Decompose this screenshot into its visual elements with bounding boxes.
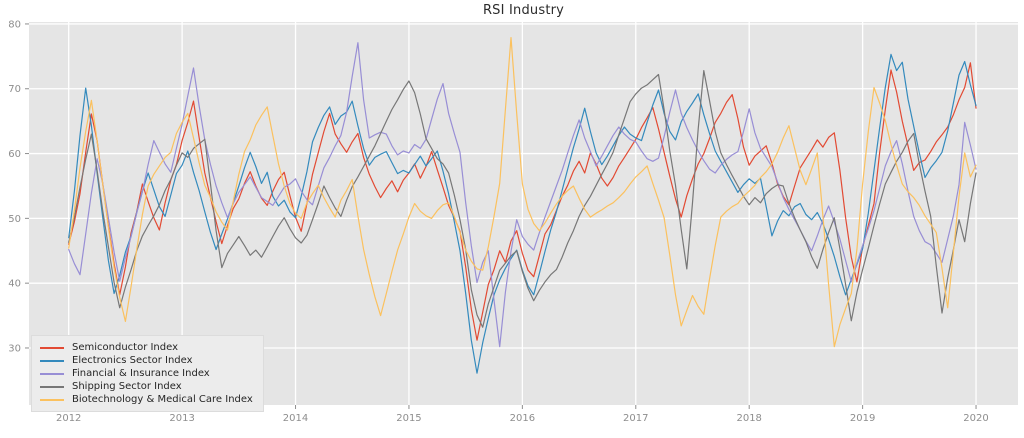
legend-item: Shipping Sector Index [40, 380, 253, 393]
series-line-financial-insurance-index [68, 42, 977, 348]
x-tick-label: 2014 [283, 413, 308, 424]
x-tick-label: 2012 [56, 413, 81, 424]
legend-label: Shipping Sector Index [72, 381, 182, 392]
legend: Semiconductor Index Electronics Sector In… [31, 335, 264, 412]
series-line-semiconductor-index [68, 62, 977, 341]
y-tick-label: 40 [8, 279, 21, 290]
legend-line-swatch [40, 359, 64, 362]
x-tick-label: 2017 [623, 413, 648, 424]
legend-item: Biotechnology & Medical Care Index [40, 393, 253, 406]
legend-line-swatch [40, 398, 64, 401]
x-tick-label: 2019 [850, 413, 875, 424]
legend-item: Financial & Insurance Index [40, 367, 253, 380]
x-tick-label: 2015 [396, 413, 421, 424]
x-tick-label: 2020 [963, 413, 988, 424]
x-tick-label: 2013 [169, 413, 194, 424]
series-line-biotechnology-medical-care-index [68, 37, 977, 348]
legend-line-swatch [40, 346, 64, 349]
y-tick-label: 80 [8, 19, 21, 30]
x-tick-label: 2018 [736, 413, 761, 424]
legend-label: Biotechnology & Medical Care Index [72, 394, 253, 405]
y-tick-label: 70 [8, 84, 21, 95]
y-tick-label: 50 [8, 214, 21, 225]
legend-item: Semiconductor Index [40, 341, 253, 354]
legend-line-swatch [40, 372, 64, 375]
legend-item: Electronics Sector Index [40, 354, 253, 367]
y-tick-label: 60 [8, 149, 21, 160]
x-tick-label: 2016 [510, 413, 535, 424]
chart-title: RSI Industry [482, 3, 565, 18]
legend-label: Semiconductor Index [72, 342, 179, 353]
legend-label: Electronics Sector Index [72, 355, 193, 366]
legend-line-swatch [40, 385, 64, 388]
y-tick-label: 30 [8, 343, 21, 354]
legend-label: Financial & Insurance Index [72, 368, 210, 379]
